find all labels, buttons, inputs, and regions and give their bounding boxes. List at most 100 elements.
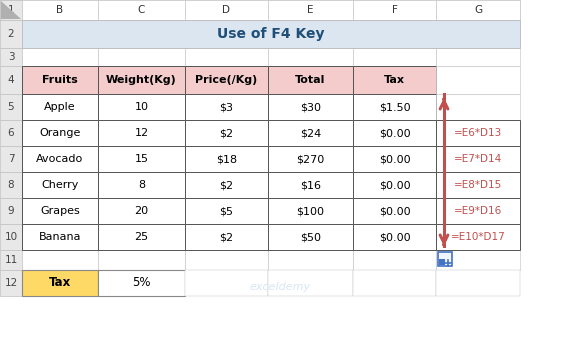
- Bar: [436, 250, 520, 270]
- Text: 5%: 5%: [132, 276, 151, 290]
- Bar: [22, 66, 98, 94]
- Text: 12: 12: [134, 128, 149, 138]
- Text: Total: Total: [295, 75, 325, 85]
- Text: 8: 8: [138, 180, 145, 190]
- Bar: [0, 198, 22, 224]
- Text: 25: 25: [134, 232, 149, 242]
- Bar: [353, 94, 436, 120]
- Text: $50: $50: [300, 232, 321, 242]
- Bar: [268, 224, 353, 250]
- Text: $0.00: $0.00: [379, 206, 410, 216]
- Bar: [0, 48, 22, 66]
- Bar: [353, 48, 436, 66]
- Bar: [268, 48, 353, 66]
- Bar: [98, 48, 185, 66]
- Bar: [268, 250, 353, 270]
- Bar: [353, 0, 436, 20]
- Bar: [439, 259, 445, 265]
- Bar: [22, 48, 98, 66]
- Text: exceldemy: exceldemy: [249, 282, 311, 292]
- Bar: [436, 0, 520, 20]
- Text: $2: $2: [220, 128, 233, 138]
- Text: 3: 3: [8, 52, 14, 62]
- Bar: [185, 48, 268, 66]
- Text: $0.00: $0.00: [379, 180, 410, 190]
- Bar: [436, 146, 520, 172]
- Text: E: E: [307, 5, 314, 15]
- Text: Fruits: Fruits: [42, 75, 78, 85]
- Text: 6: 6: [8, 128, 14, 138]
- Text: Tax: Tax: [384, 75, 405, 85]
- Bar: [353, 0, 436, 20]
- Bar: [98, 120, 185, 146]
- Bar: [353, 120, 436, 146]
- Bar: [0, 224, 22, 250]
- Text: 20: 20: [134, 206, 149, 216]
- Text: B: B: [56, 5, 64, 15]
- Text: $270: $270: [296, 154, 325, 164]
- Text: $1.50: $1.50: [379, 102, 410, 112]
- Bar: [22, 224, 98, 250]
- Text: G: G: [474, 5, 482, 15]
- Text: Apple: Apple: [44, 102, 76, 112]
- Bar: [436, 66, 520, 94]
- Bar: [0, 250, 22, 270]
- Text: 4: 4: [8, 75, 14, 85]
- Bar: [438, 252, 452, 266]
- Text: Banana: Banana: [39, 232, 81, 242]
- Text: Weight(Kg): Weight(Kg): [106, 75, 177, 85]
- Bar: [185, 66, 268, 94]
- Text: =E8*D15: =E8*D15: [454, 180, 502, 190]
- Text: Price(/Kg): Price(/Kg): [195, 75, 258, 85]
- Bar: [436, 198, 520, 224]
- Bar: [185, 224, 268, 250]
- Bar: [22, 250, 98, 270]
- Bar: [98, 146, 185, 172]
- Bar: [98, 0, 185, 20]
- Bar: [353, 146, 436, 172]
- Text: $2: $2: [220, 232, 233, 242]
- Bar: [353, 224, 436, 250]
- Bar: [22, 120, 98, 146]
- Text: =E9*D16: =E9*D16: [454, 206, 502, 216]
- Bar: [353, 198, 436, 224]
- Text: Orange: Orange: [39, 128, 81, 138]
- Bar: [0, 146, 22, 172]
- Text: $16: $16: [300, 180, 321, 190]
- Text: D: D: [222, 5, 230, 15]
- Bar: [0, 0, 22, 20]
- Bar: [185, 120, 268, 146]
- Text: C: C: [138, 5, 145, 15]
- Text: Grapes: Grapes: [40, 206, 80, 216]
- Bar: [98, 0, 185, 20]
- Text: 10: 10: [5, 232, 18, 242]
- Bar: [268, 146, 353, 172]
- Text: 2: 2: [8, 29, 14, 39]
- Bar: [268, 270, 353, 296]
- Bar: [22, 270, 98, 296]
- Bar: [436, 120, 520, 146]
- Bar: [22, 0, 98, 20]
- Bar: [0, 172, 22, 198]
- Bar: [268, 198, 353, 224]
- Bar: [0, 120, 22, 146]
- Bar: [268, 0, 353, 20]
- Text: 9: 9: [8, 206, 14, 216]
- Text: $30: $30: [300, 102, 321, 112]
- Bar: [98, 94, 185, 120]
- Text: =E7*D14: =E7*D14: [454, 154, 502, 164]
- Bar: [353, 250, 436, 270]
- Text: F: F: [391, 5, 397, 15]
- Bar: [98, 270, 185, 296]
- Text: $0.00: $0.00: [379, 128, 410, 138]
- Bar: [185, 0, 268, 20]
- Text: 15: 15: [134, 154, 149, 164]
- Bar: [22, 20, 520, 48]
- Bar: [268, 66, 353, 94]
- Bar: [98, 172, 185, 198]
- Bar: [436, 172, 520, 198]
- Bar: [185, 270, 268, 296]
- Bar: [268, 172, 353, 198]
- Bar: [185, 94, 268, 120]
- Bar: [185, 146, 268, 172]
